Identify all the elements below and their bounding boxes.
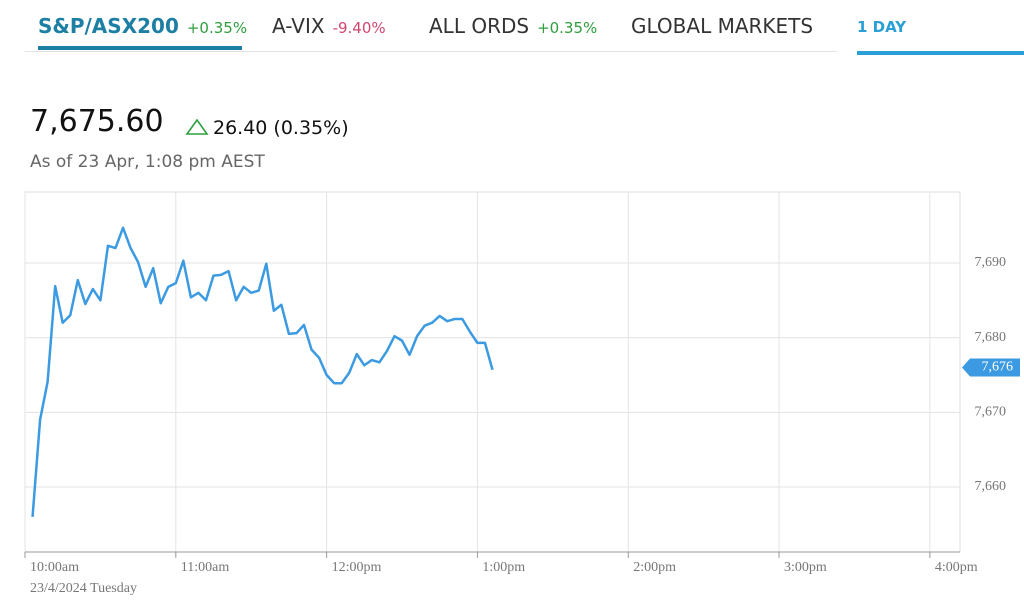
tab-name: A-VIX bbox=[272, 14, 325, 38]
price-line bbox=[31, 226, 494, 517]
tab-change: -9.40% bbox=[332, 19, 386, 37]
tab[interactable]: S&P/ASX200 +0.35% bbox=[38, 14, 247, 38]
y-tick-label: 7,660 bbox=[975, 479, 1007, 494]
up-icon bbox=[185, 118, 209, 135]
x-tick-label: 2:00pm bbox=[633, 560, 676, 575]
change-value: 26.40 (0.35%) bbox=[213, 117, 349, 139]
x-tick-label: 1:00pm bbox=[482, 560, 525, 575]
tab-name: GLOBAL MARKETS bbox=[631, 14, 814, 38]
y-tick-label: 7,690 bbox=[975, 255, 1007, 270]
timestamp: As of 23 Apr, 1:08 pm AEST bbox=[30, 152, 265, 172]
x-tick-label: 12:00pm bbox=[332, 560, 382, 575]
tab[interactable]: GLOBAL MARKETS bbox=[631, 14, 813, 38]
x-tick-label: 10:00am bbox=[30, 560, 79, 575]
tab-bar: S&P/ASX200 +0.35% A-VIX -9.40% ALL ORDS +0.… bbox=[0, 0, 1024, 56]
tab-name: ALL ORDS bbox=[429, 14, 530, 38]
plot-frame bbox=[24, 191, 961, 553]
x-tick-label: 4:00pm bbox=[935, 560, 978, 575]
tab-change: +0.35% bbox=[186, 19, 248, 37]
change: 26.40 (0.35%) bbox=[185, 116, 349, 139]
price: 7,675.60 bbox=[30, 104, 164, 139]
last-price-marker bbox=[962, 358, 1020, 377]
selected-indicator bbox=[857, 51, 1024, 55]
selected-indicator bbox=[38, 46, 242, 50]
divider bbox=[25, 51, 837, 52]
x-axis-label: 23/4/2024 Tuesday bbox=[30, 581, 137, 596]
range-tab[interactable]: 1 DAY bbox=[857, 18, 907, 36]
y-tick-label: 7,680 bbox=[975, 330, 1007, 345]
tab[interactable]: ALL ORDS +0.35% bbox=[429, 14, 597, 38]
x-tick-label: 3:00pm bbox=[784, 560, 827, 575]
last-price-label: 7,676 bbox=[982, 360, 1014, 375]
tab-change: +0.35% bbox=[537, 19, 598, 37]
y-tick-label: 7,670 bbox=[975, 405, 1007, 420]
tab-name: S&P/ASX200 bbox=[38, 14, 179, 38]
tab[interactable]: A-VIX -9.40% bbox=[272, 14, 386, 38]
x-tick-label: 11:00am bbox=[181, 560, 230, 575]
